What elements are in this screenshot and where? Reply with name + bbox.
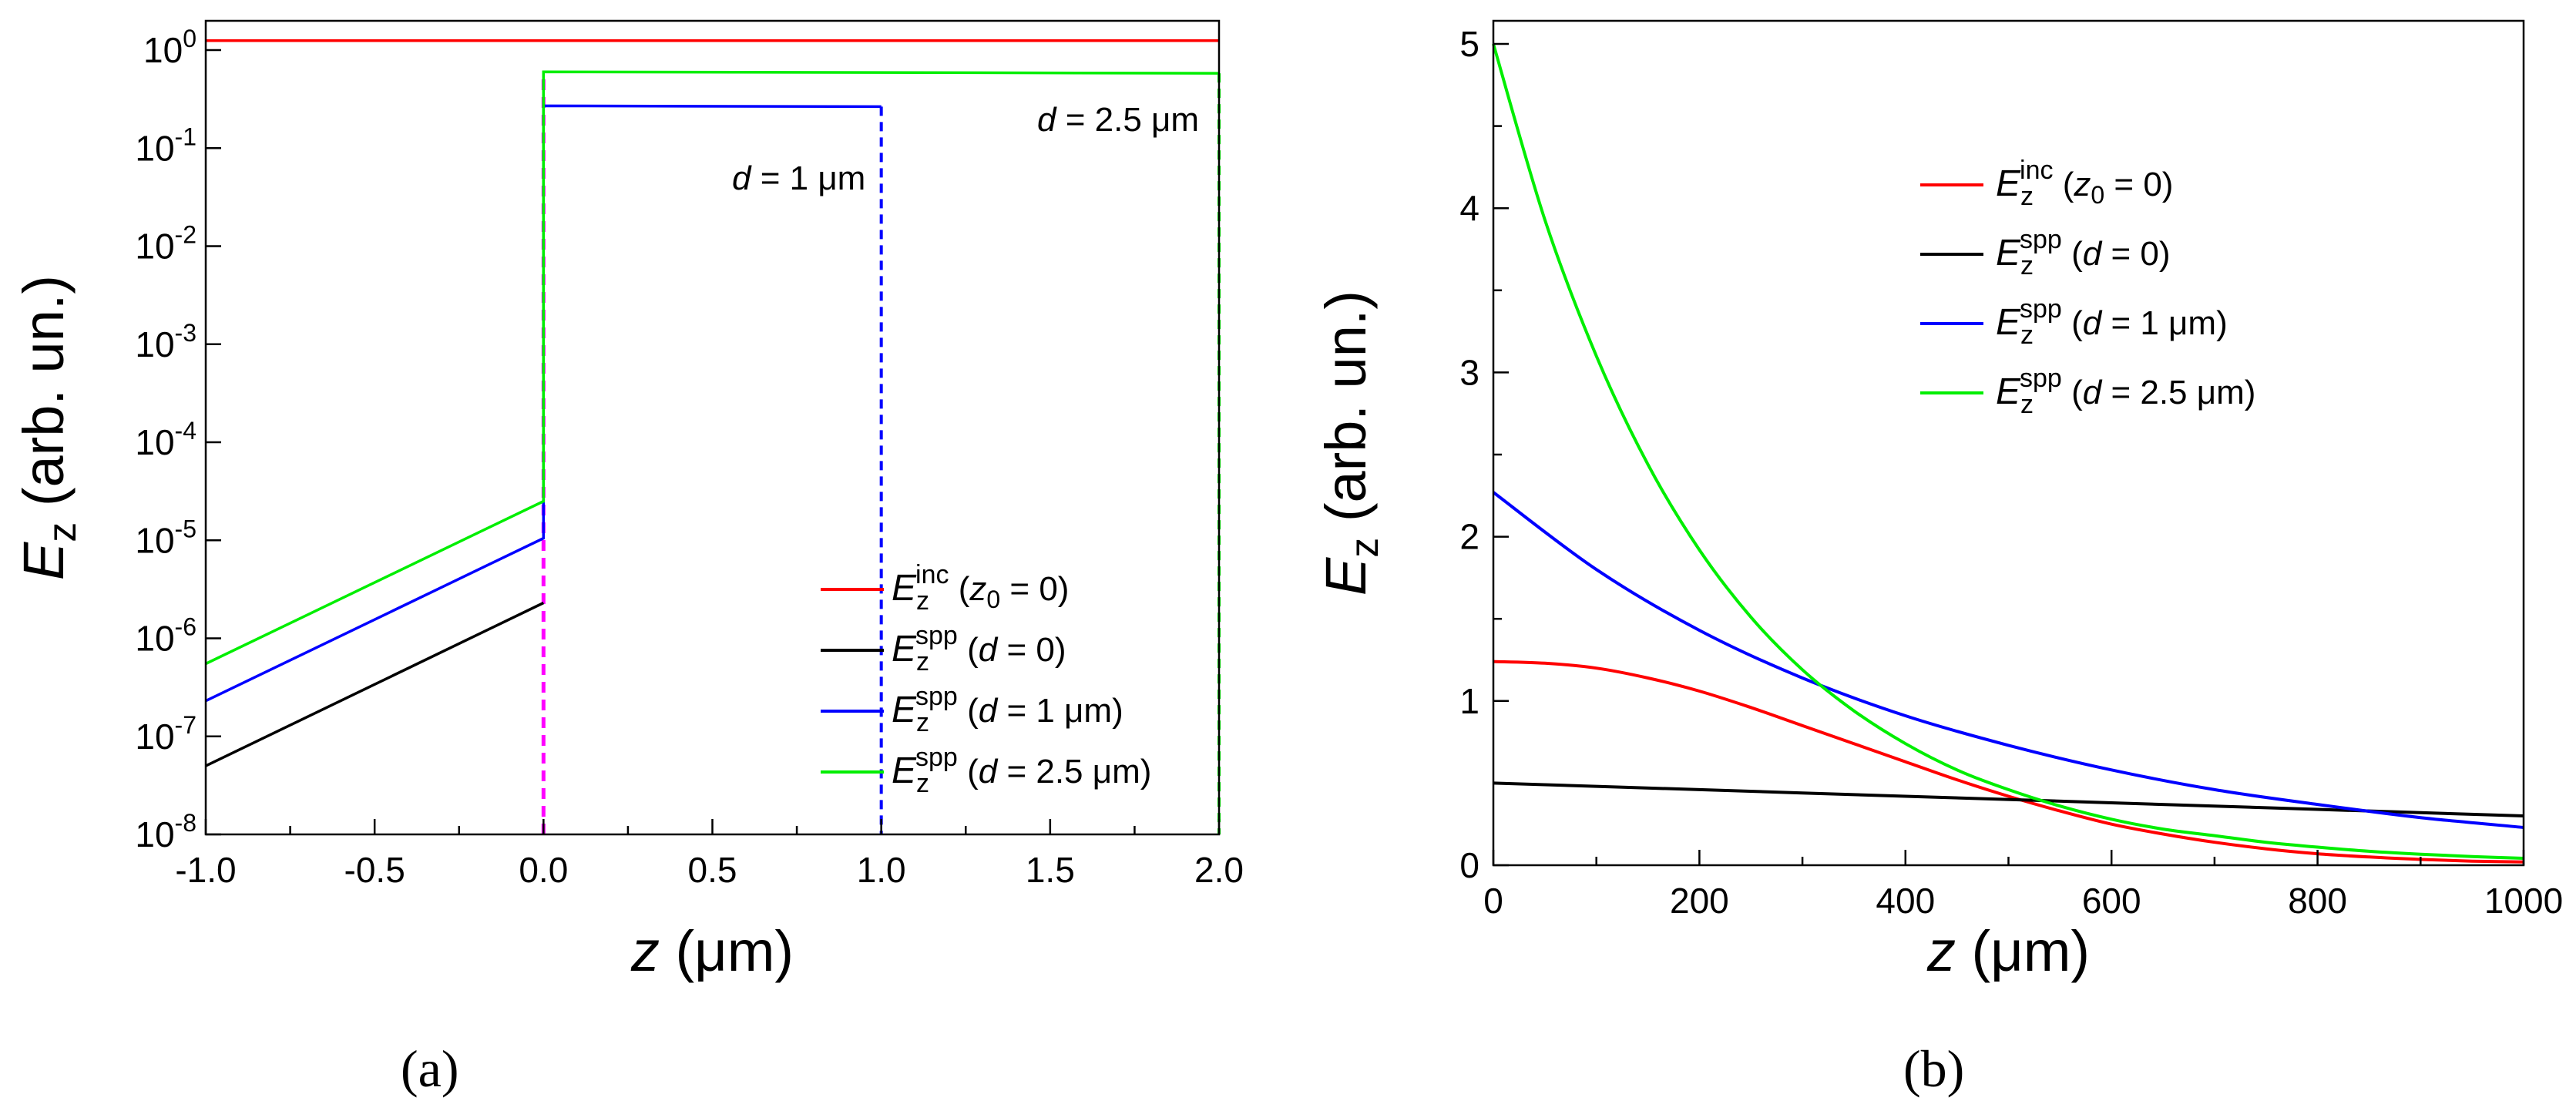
- series-line-ez-spp-d-1-m: [1492, 491, 2524, 829]
- annotation-d-2-5um: d = 2.5 μm: [1037, 101, 1199, 139]
- legend-label-ez-inc-z0-0: Ezinc (z0 = 0): [1996, 156, 2173, 211]
- y-tick-label: 10-7: [135, 711, 196, 757]
- x-tick-label: 0.5: [688, 850, 737, 890]
- legend-label-ez-spp-d-1-m: Ezspp (d = 1 μm): [1996, 294, 2228, 350]
- x-tick-label: 1000: [2484, 881, 2563, 921]
- legend-label-ez-spp-d-1-m: Ezspp (d = 1 μm): [892, 682, 1123, 737]
- x-tick-label: 800: [2288, 881, 2347, 921]
- panel-b-data-layer: [1492, 43, 2524, 864]
- series-line-ez-inc-z0-0: [1493, 660, 2524, 864]
- y-tick-label: 10-1: [135, 123, 196, 168]
- panel-b-legend: Ezinc (z0 = 0) Ezspp (d = 0) Ezspp (d = 1 …: [1920, 156, 2255, 419]
- x-tick-label: 400: [1876, 881, 1935, 921]
- legend-label-ez-spp-d-2-5-m: Ezspp (d = 2.5 μm): [1996, 364, 2255, 419]
- y-tick-label: 5: [1459, 24, 1479, 64]
- y-tick-label: 10-4: [135, 417, 196, 462]
- panel-a-chart: -1.0 -0.5 0.0 0.5 1.0 1.5 2.0 10-8 10-7 10-6 10-5 1…: [12, 19, 1244, 983]
- y-tick-label: 2: [1459, 517, 1479, 557]
- legend-label-ez-inc-z0-0: Ezinc (z0 = 0): [892, 560, 1069, 616]
- series-line-ez-spp-d-2-5-m: [205, 70, 1220, 666]
- panel-b-label: (b): [1903, 1039, 1964, 1098]
- panel-b-x-axis-title: z (μm): [1926, 919, 2090, 983]
- y-tick-label: 10-3: [135, 319, 196, 364]
- y-tick-label: 10-5: [135, 515, 196, 560]
- legend-label-ez-spp-d-2-5-m: Ezspp (d = 2.5 μm): [892, 743, 1151, 798]
- panel-a-x-axis-title: z (μm): [630, 919, 794, 983]
- x-tick-label: 1.0: [857, 850, 906, 890]
- x-tick-label: -0.5: [344, 850, 405, 890]
- x-tick-label: 0: [1483, 881, 1503, 921]
- x-tick-label: 200: [1670, 881, 1729, 921]
- legend-label-ez-spp-d-0: Ezspp (d = 0): [892, 621, 1066, 676]
- y-tick-label: 10-8: [135, 809, 196, 854]
- y-tick-label: 1: [1459, 681, 1479, 721]
- y-tick-label: 3: [1459, 352, 1479, 392]
- y-tick-label: 0: [1459, 845, 1479, 885]
- x-tick-label: 2.0: [1194, 850, 1244, 890]
- y-tick-label: 10-6: [135, 613, 196, 659]
- x-tick-label: 600: [2082, 881, 2141, 921]
- y-tick-label: 100: [143, 25, 196, 70]
- panel-b-plot-frame: [1492, 19, 2525, 867]
- panel-b-axes: 0 200 400 600 800 1000 0 1 2 3 4 5: [1459, 24, 2563, 921]
- panel-a-y-axis-title: Ez (arb. un.): [12, 275, 85, 580]
- series-line-ez-spp-d-0: [205, 601, 545, 767]
- legend-label-ez-spp-d-0: Ezspp (d = 0): [1996, 225, 2171, 280]
- panel-a-axes: -1.0 -0.5 0.0 0.5 1.0 1.5 2.0 10-8 10-7 10-6 10-5 1…: [135, 25, 1244, 890]
- x-tick-label: -1.0: [175, 850, 236, 890]
- series-line-ez-spp-d-2-5-m: [1492, 43, 2524, 860]
- panel-a-label: (a): [401, 1039, 458, 1098]
- annotation-d-1um: d = 1 μm: [732, 159, 865, 197]
- series-line-ez-spp-d-0: [1493, 781, 2524, 817]
- y-tick-label: 4: [1459, 188, 1479, 228]
- x-tick-label: 0.0: [519, 850, 568, 890]
- panel-b-y-axis-title: Ez (arb. un.): [1314, 290, 1387, 596]
- y-tick-label: 10-2: [135, 221, 196, 267]
- x-tick-label: 1.5: [1026, 850, 1075, 890]
- panel-a-legend: Ezinc (z0 = 0)Ezspp (d = 0) Ezspp (d = 1 …: [821, 560, 1151, 798]
